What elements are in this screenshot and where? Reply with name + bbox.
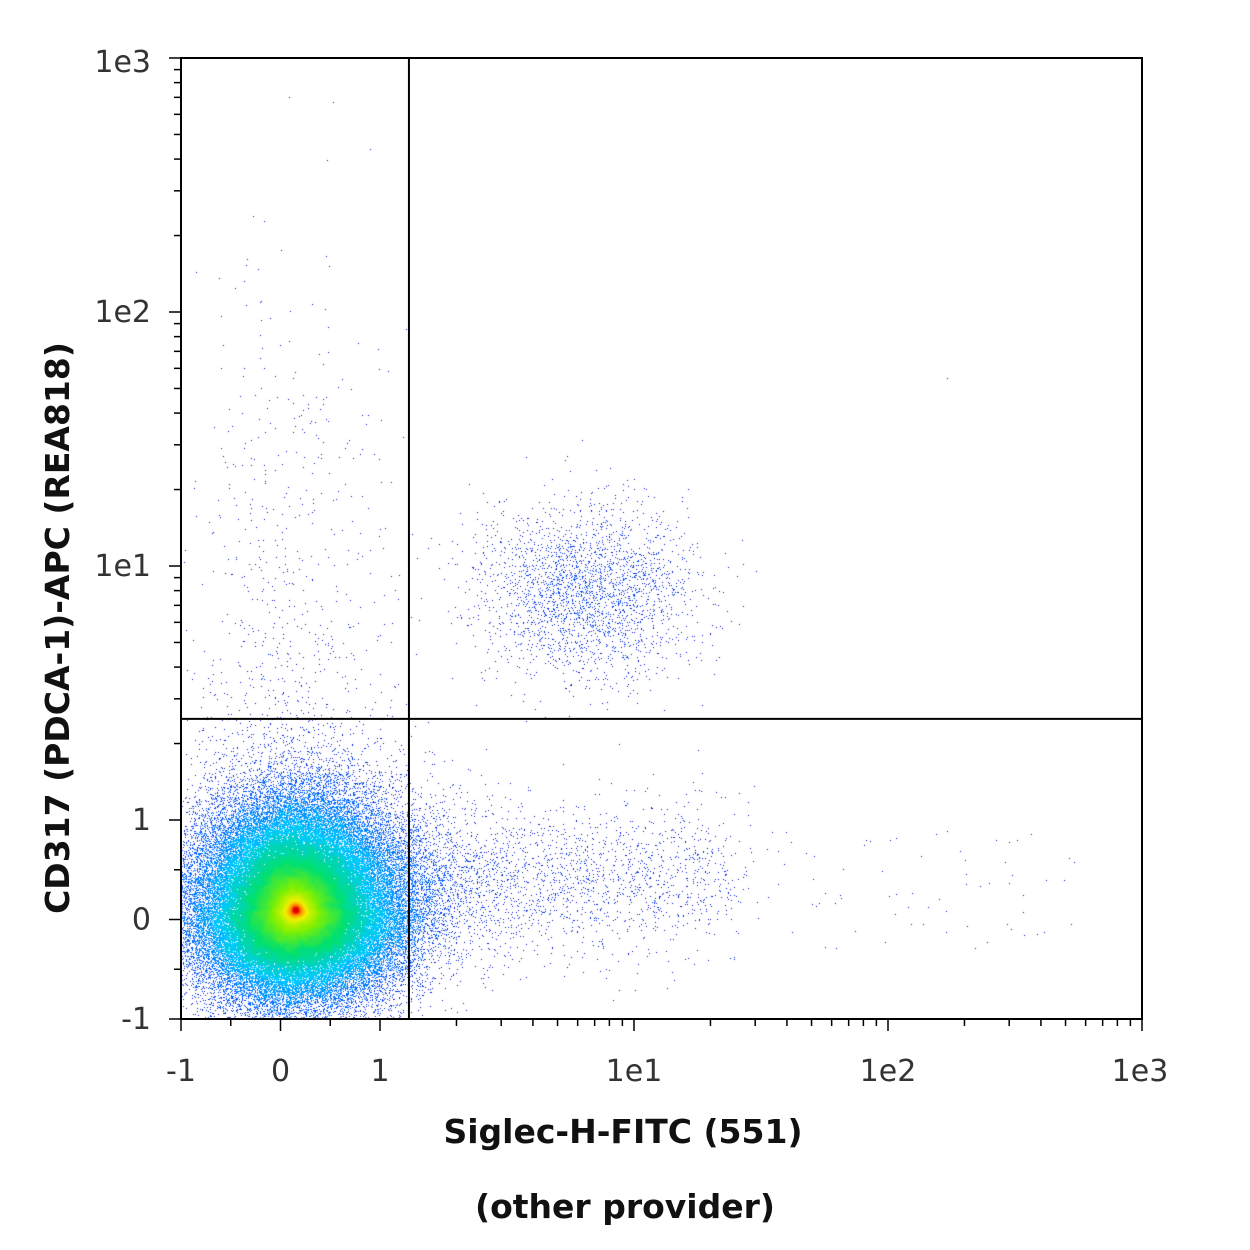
y-tick-label: 0 [132,903,151,938]
y-axis: -1 0 1 1e1 1e2 1e3 [94,45,181,1037]
x-tick-label: 1e3 [1112,1054,1169,1089]
plot-frame [180,57,1143,1020]
x-axis-subtitle: (other provider) [475,1187,775,1226]
density-dots [181,58,1142,1019]
y-tick-label: 1e2 [94,295,151,330]
y-tick-label: -1 [121,1002,151,1037]
y-axis-title: CD317 (PDCA-1)-APC (REA818) [38,342,77,914]
x-axis-title: Siglec-H-FITC (551) [443,1112,802,1151]
x-tick-label: 0 [271,1054,290,1089]
y-tick-label: 1 [132,803,151,838]
x-axis: -1 0 1 1e1 1e2 1e3 [166,1019,1168,1089]
x-tick-label: 1e1 [606,1054,663,1089]
y-tick-label: 1e1 [94,549,151,584]
dot-layer [181,58,1142,1019]
x-tick-label: 1 [370,1054,389,1089]
x-tick-label: -1 [166,1054,196,1089]
x-tick-label: 1e2 [860,1054,917,1089]
y-tick-label: 1e3 [94,45,151,80]
